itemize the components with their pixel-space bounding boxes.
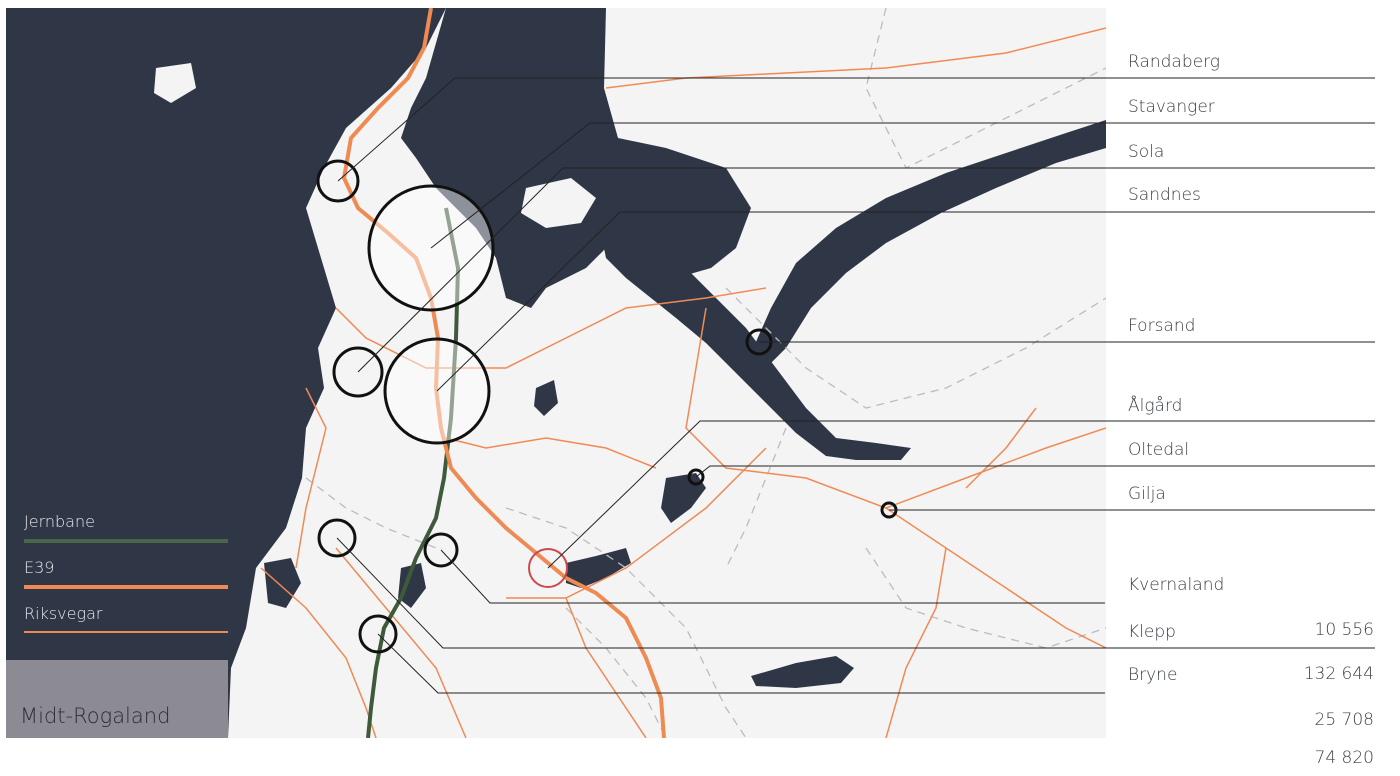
sea-west xyxy=(6,8,446,738)
fjord-north xyxy=(401,8,751,308)
lake-4 xyxy=(534,380,558,416)
lake-5 xyxy=(398,563,426,608)
circle-randaberg xyxy=(316,159,360,203)
fjord-inner xyxy=(596,208,911,460)
legend-item-railway: Jernbane xyxy=(24,510,229,556)
island-2 xyxy=(344,243,386,293)
legend-item-e39: E39 xyxy=(24,556,229,602)
legend-label-e39: E39 xyxy=(24,558,55,577)
leader-oltedal xyxy=(695,465,1375,478)
legend-item-national-roads: Riksvegar xyxy=(24,602,229,648)
lysefjord xyxy=(751,120,1106,368)
region-title-box: Midt-Rogaland xyxy=(6,660,228,738)
leader-sandnes xyxy=(436,211,1375,392)
lake-1 xyxy=(661,473,706,523)
leader-kvernaland xyxy=(440,549,1105,604)
leader-randaberg xyxy=(337,77,1375,182)
map-canvas xyxy=(6,8,1106,738)
lake-3 xyxy=(751,656,854,688)
circle-sola xyxy=(332,346,384,398)
circle-bryne xyxy=(358,614,398,654)
e39-swatch xyxy=(24,585,228,589)
railway-line xyxy=(366,207,461,738)
circle-algard xyxy=(528,548,568,588)
circle-kvernaland xyxy=(423,532,459,568)
leader-bryne xyxy=(377,633,1105,694)
map-legend: Jernbane E39 Riksvegar xyxy=(24,510,229,648)
map-panel[interactable] xyxy=(6,8,1106,738)
legend-label-railway: Jernbane xyxy=(24,512,95,531)
region-title: Midt-Rogaland xyxy=(20,704,171,728)
national-roads-swatch xyxy=(24,631,228,633)
circle-oltedal xyxy=(687,468,705,486)
leader-klepp xyxy=(336,537,1375,649)
leader-algard xyxy=(547,420,1375,569)
railway-swatch xyxy=(24,539,228,543)
legend-label-national-roads: Riksvegar xyxy=(24,604,103,623)
lake-2 xyxy=(566,548,631,588)
national-roads xyxy=(260,27,1106,738)
circle-klepp xyxy=(317,518,357,558)
leader-sola xyxy=(357,167,1375,373)
e39-road xyxy=(341,8,666,738)
leader-stavanger xyxy=(430,122,1375,249)
island-4 xyxy=(154,63,196,103)
